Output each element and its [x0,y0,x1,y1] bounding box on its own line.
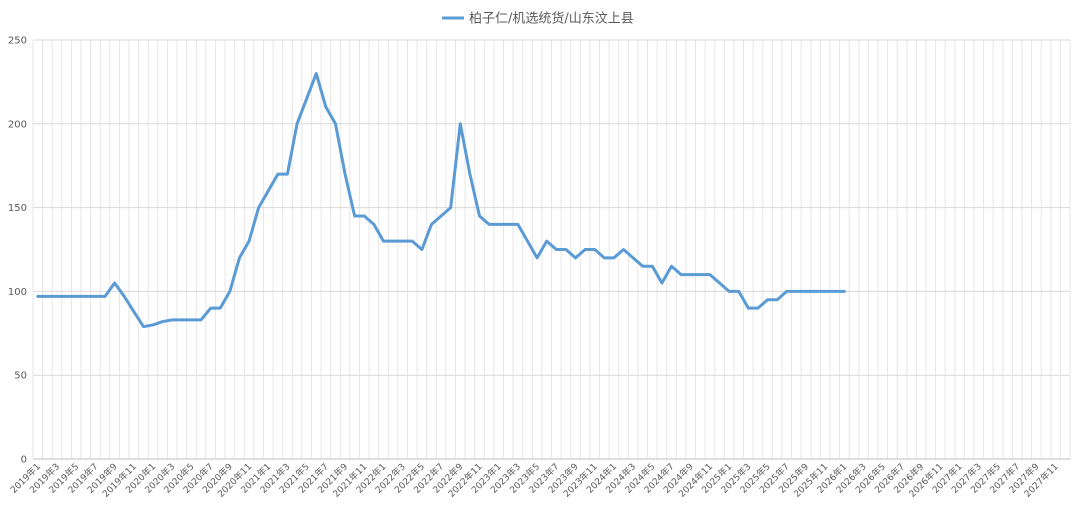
y-tick-label: 0 [21,455,27,466]
y-tick-label: 200 [8,119,27,130]
series-line [36,72,846,329]
y-tick-label: 50 [14,371,27,382]
y-tick-label: 250 [8,36,27,47]
y-tick-label: 150 [8,203,27,214]
y-tick-label: 100 [8,287,27,298]
legend-label: 柏子仁/机选统货/山东汶上县 [469,11,634,27]
legend: 柏子仁/机选统货/山东汶上县 [442,11,634,27]
